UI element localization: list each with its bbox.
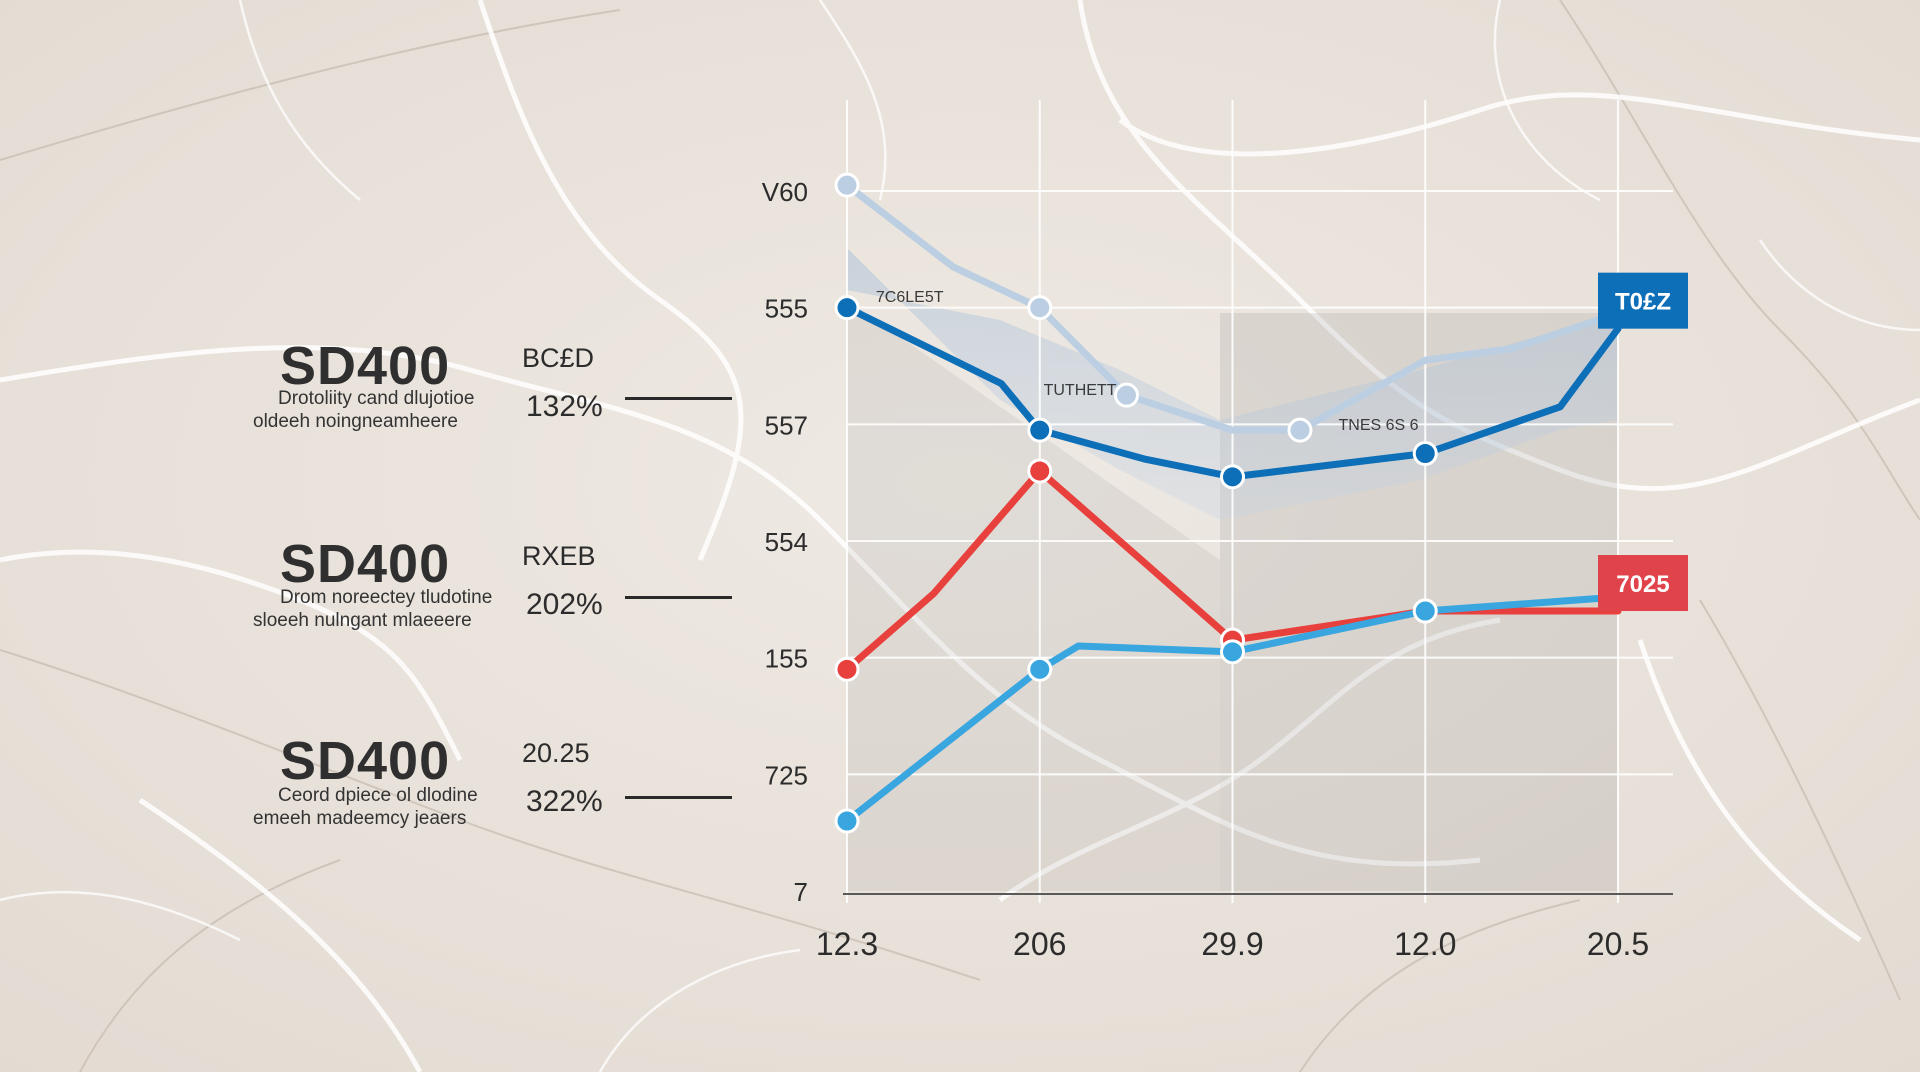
series-line (843, 593, 1622, 825)
kpi-card-2: SD400 RXEB Drom noreectey tludotine sloe… (250, 533, 750, 683)
data-point (1113, 382, 1139, 408)
kpi-description-line-2: emeeh madeemcy jeaers (253, 808, 467, 829)
annotation-label: TNES 6S 6 (1339, 417, 1419, 434)
end-label-text: T0£Z (1615, 289, 1671, 316)
kpi-rule (625, 796, 732, 799)
kpi-percent: 322% (526, 785, 603, 818)
kpi-code: RXEB (522, 541, 596, 571)
data-point (1220, 639, 1245, 665)
kpi-card-3: SD400 20.25 Ceord dpiece ol dlodine emee… (250, 730, 750, 880)
y-tick-label: 557 (765, 410, 808, 440)
kpi-description-line-1: Ceord dpiece ol dlodine (278, 785, 478, 806)
series-layer (834, 172, 1631, 834)
annotation-label: 7C6LE5T (876, 289, 944, 306)
y-tick-label: 7 (794, 877, 808, 907)
kpi-description-line-2: oldeeh noingneamheere (253, 411, 458, 432)
data-point (1412, 441, 1438, 466)
x-tick-label: 20.5 (1587, 926, 1649, 962)
kpi-code: BC£D (522, 343, 595, 373)
kpi-title: SD400 (280, 534, 451, 594)
x-tick-label: 29.9 (1201, 926, 1263, 962)
kpi-rule (625, 596, 732, 599)
kpi-percent: 132% (526, 390, 603, 423)
data-point (1027, 295, 1053, 321)
x-tick-label: 12.0 (1394, 926, 1456, 962)
x-tick-label: 206 (1013, 926, 1066, 962)
series-line (843, 304, 1622, 481)
axes: 7 725 155 554 557 555 V60 12.3 206 29.9 12.0 20.5 (762, 177, 1673, 962)
data-point (834, 295, 860, 321)
end-label-box (1598, 555, 1688, 611)
data-point (1027, 417, 1053, 443)
data-point (834, 808, 860, 834)
gridlines (846, 100, 1673, 903)
kpi-percent: 202% (526, 588, 603, 621)
data-point (834, 172, 860, 198)
kpi-rule (625, 397, 732, 400)
data-point (1287, 417, 1313, 443)
kpi-description-line-1: Drotoliity cand dlujotioe (278, 388, 475, 409)
y-tick-label: 725 (765, 760, 808, 790)
end-label-text: 7025 (1616, 571, 1669, 598)
annotations-layer: 7C6LE5T TUTHETT TNES 6S 6 T0£Z 7025 (876, 272, 1688, 611)
kpi-title: SD400 (280, 336, 451, 396)
series-line (843, 181, 1622, 434)
y-tick-label: V60 (762, 177, 808, 207)
x-tick-label: 12.3 (816, 926, 878, 962)
data-point (1027, 656, 1053, 682)
y-tick-label: 554 (765, 527, 808, 557)
kpi-code: 20.25 (522, 738, 590, 768)
data-point (1027, 458, 1053, 484)
y-tick-label: 555 (765, 294, 808, 324)
data-point (834, 656, 860, 682)
kpi-description-line-1: Drom noreectey tludotine (280, 587, 493, 608)
kpi-card-1: SD400 BC£D Drotoliity cand dlujotioe old… (250, 335, 750, 485)
kpi-description-line-2: sloeeh nulngant mlaeeere (253, 610, 472, 631)
annotation-label: TUTHETT (1044, 382, 1117, 399)
end-label-box (1598, 272, 1688, 329)
kpi-title: SD400 (280, 731, 451, 791)
y-tick-label: 155 (765, 644, 808, 674)
data-point (1220, 464, 1245, 490)
data-point (1412, 598, 1438, 624)
